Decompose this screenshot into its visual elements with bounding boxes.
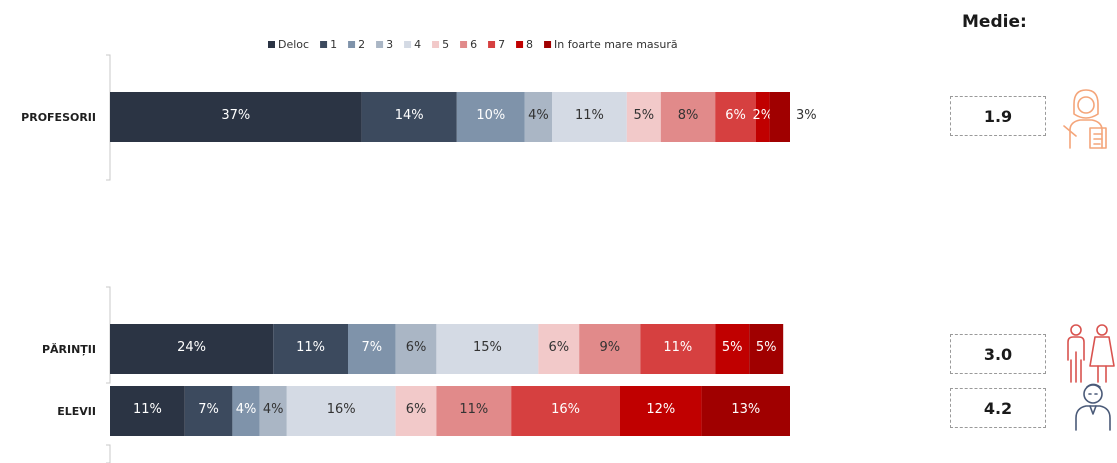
data-label: 4% <box>236 402 257 417</box>
medie-title: Medie: <box>962 12 1027 32</box>
legend-entry: 1 <box>330 38 337 51</box>
legend-entry: 2 <box>358 38 365 51</box>
legend-swatch <box>320 41 328 48</box>
legend-swatch <box>488 41 496 48</box>
legend-swatch <box>268 41 275 48</box>
bar-segment <box>361 92 457 142</box>
data-label: 11% <box>459 402 488 417</box>
bar-segment <box>579 324 641 374</box>
legend-entry: 3 <box>386 38 393 51</box>
data-label: 9% <box>599 340 620 355</box>
category-label: PROFESORII <box>21 111 96 124</box>
bar-segment <box>660 92 716 142</box>
data-label: 10% <box>476 108 505 123</box>
medie-value-parintii: 3.0 <box>950 334 1046 374</box>
data-label: 4% <box>528 108 549 123</box>
data-label: 16% <box>551 402 580 417</box>
bar-segment <box>395 386 437 436</box>
bar-segment <box>640 324 716 374</box>
bar-segment <box>756 92 770 142</box>
axis-bracket <box>106 54 111 181</box>
data-label: 6% <box>725 108 746 123</box>
data-label: 11% <box>663 340 692 355</box>
data-label: 24% <box>177 340 206 355</box>
legend-swatch <box>460 41 468 48</box>
parents-icon <box>1067 324 1115 383</box>
data-label: 3% <box>796 108 817 123</box>
bar-segment <box>538 324 580 374</box>
medie-value-elevii: 4.2 <box>950 388 1046 428</box>
bar-segment <box>769 92 790 142</box>
bar-segment <box>110 324 274 374</box>
bar-segment <box>286 386 396 436</box>
axis-bracket <box>106 444 111 463</box>
bar-segment <box>110 386 185 436</box>
legend-entry: In foarte mare masură <box>554 38 678 51</box>
legend-entry: 5 <box>442 38 449 51</box>
category-label: PĂRINȚII <box>42 343 96 356</box>
data-label: 37% <box>221 108 250 123</box>
data-label: 7% <box>198 402 219 417</box>
category-axis: PROFESORII PĂRINȚII ELEVII <box>21 54 111 463</box>
legend: Deloc 1 2 3 4 5 6 7 8 In foarte mare masură <box>268 38 678 51</box>
data-label: 11% <box>575 108 604 123</box>
legend-swatch <box>432 41 440 48</box>
stacked-bar-chart: Deloc 1 2 3 4 5 6 7 8 In foarte mare masură PROFE… <box>21 38 817 463</box>
legend-swatch <box>544 41 552 48</box>
data-label: 11% <box>296 340 325 355</box>
bar-segment <box>436 386 512 436</box>
bar-segment <box>701 386 790 436</box>
legend-swatch <box>516 41 524 48</box>
bar-segment <box>749 324 784 374</box>
legend-entry: 6 <box>470 38 477 51</box>
medie-value-profesorii: 1.9 <box>950 96 1046 136</box>
legend-entry: Deloc <box>278 38 309 51</box>
bar-segment <box>259 386 287 436</box>
legend-swatch <box>376 41 384 48</box>
legend-swatch <box>348 41 356 48</box>
bar-segment <box>524 92 552 142</box>
legend-entry: 8 <box>526 38 533 51</box>
data-label: 5% <box>756 340 777 355</box>
data-label: 5% <box>722 340 743 355</box>
bar-segment <box>715 92 756 142</box>
data-label: 6% <box>406 402 427 417</box>
bar-segment <box>110 92 362 142</box>
data-label: 16% <box>327 402 356 417</box>
data-label: 6% <box>406 340 427 355</box>
bar-segment <box>511 386 620 436</box>
bar-segment <box>626 92 661 142</box>
axis-bracket <box>106 286 111 384</box>
teacher-icon <box>1063 89 1107 149</box>
data-label: 6% <box>548 340 569 355</box>
data-label: 12% <box>646 402 675 417</box>
data-label: 11% <box>133 402 162 417</box>
bar-segment <box>456 92 525 142</box>
data-label: 8% <box>678 108 699 123</box>
data-label: 4% <box>263 402 284 417</box>
bar-segment <box>552 92 627 142</box>
bar-segment <box>620 386 702 436</box>
data-label: 2% <box>752 108 773 123</box>
bar-segment <box>273 324 348 374</box>
data-label: 15% <box>473 340 502 355</box>
data-label: 14% <box>395 108 424 123</box>
data-label: 13% <box>731 402 760 417</box>
legend-entry: 7 <box>498 38 505 51</box>
bar-segment <box>348 324 396 374</box>
student-icon <box>1075 383 1111 431</box>
legend-swatch <box>404 41 412 48</box>
bar-segment <box>715 324 750 374</box>
data-label: 5% <box>633 108 654 123</box>
bar-segment <box>184 386 233 436</box>
bars: 37% 14% 10% 4% 11% 5% 8% 6% 2% 3% 24% 11% 7% 6% 15% 6% 9… <box>110 92 817 436</box>
legend-entry: 4 <box>414 38 421 51</box>
data-label: 7% <box>361 340 382 355</box>
category-label: ELEVII <box>57 405 96 418</box>
bar-segment <box>436 324 539 374</box>
bar-segment <box>232 386 260 436</box>
bar-segment <box>395 324 437 374</box>
